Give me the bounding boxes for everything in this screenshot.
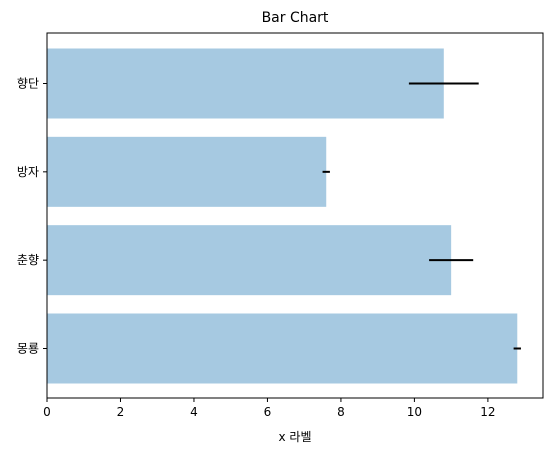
bars-group xyxy=(47,48,518,384)
x-tick-label: 8 xyxy=(337,405,345,419)
errorbars-group xyxy=(322,82,521,350)
y-tick-label: 향단 xyxy=(17,77,39,91)
x-tick-label: 4 xyxy=(190,405,198,419)
x-tick-label: 6 xyxy=(264,405,272,419)
x-tick-label: 0 xyxy=(43,405,51,419)
x-axis-label: x 라벨 xyxy=(279,430,312,444)
chart-title: Bar Chart xyxy=(262,10,329,26)
bar-4 xyxy=(47,48,444,119)
x-axis: 0 2 4 6 8 10 12 xyxy=(43,398,496,419)
y-tick-label: 춘향 xyxy=(17,253,39,267)
y-tick-label: 방자 xyxy=(17,165,39,179)
y-axis: 몽룡 춘향 방자 향단 xyxy=(17,77,47,356)
y-tick-label: 몽룡 xyxy=(17,342,39,356)
bar-2 xyxy=(47,225,452,296)
x-tick-label: 10 xyxy=(407,405,422,419)
bar-3 xyxy=(47,136,327,207)
bar-1 xyxy=(47,313,518,384)
x-tick-label: 2 xyxy=(117,405,125,419)
plot-frame xyxy=(46,32,544,399)
x-tick-label: 12 xyxy=(480,405,495,419)
